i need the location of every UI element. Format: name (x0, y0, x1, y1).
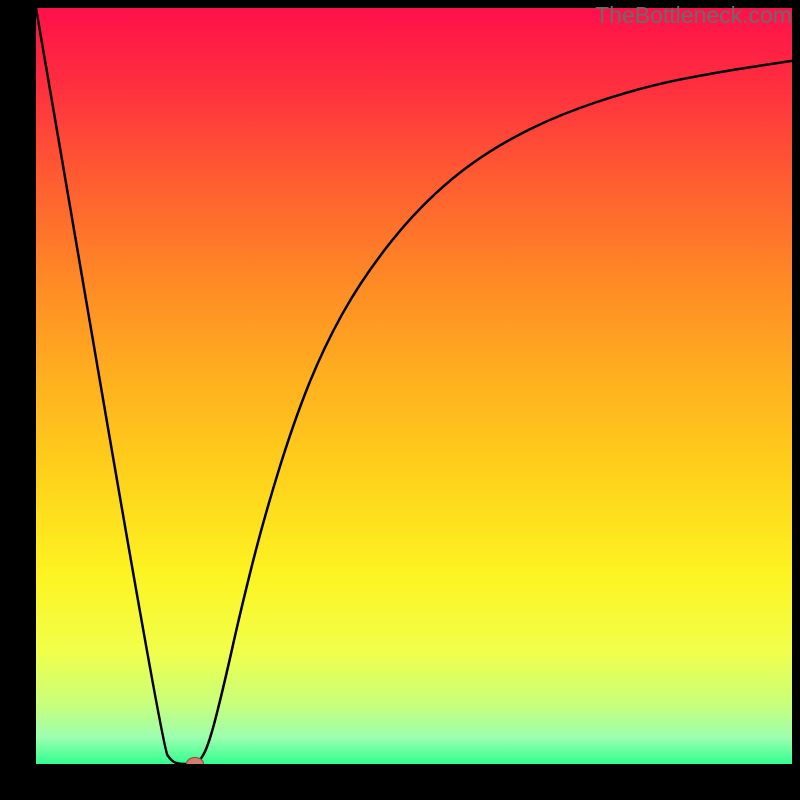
chart-background-gradient (36, 8, 792, 764)
plot-area (36, 8, 792, 764)
chart-container: TheBottleneck.com (0, 0, 800, 800)
